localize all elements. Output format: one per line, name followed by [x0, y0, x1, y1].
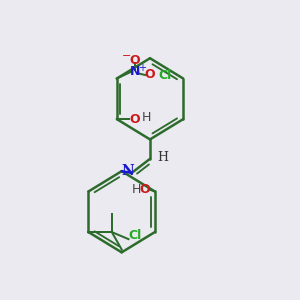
Text: O: O	[130, 112, 140, 126]
Text: Cl: Cl	[128, 229, 142, 242]
Text: H: H	[157, 151, 168, 164]
Text: Cl: Cl	[158, 68, 172, 82]
Text: O: O	[130, 54, 140, 68]
Text: H: H	[142, 111, 152, 124]
Text: O: O	[140, 183, 150, 196]
Text: O: O	[145, 68, 155, 82]
Text: −: −	[122, 51, 131, 61]
Text: +: +	[138, 63, 146, 73]
Text: H: H	[132, 183, 141, 196]
Text: N: N	[121, 164, 134, 178]
Text: N: N	[130, 65, 140, 78]
